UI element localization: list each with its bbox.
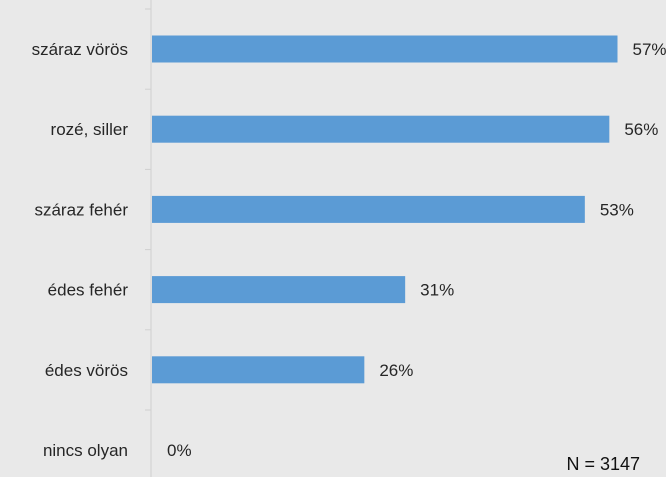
bar [152, 35, 618, 63]
axis-layer [145, 0, 152, 477]
labels-layer: száraz vörös 57% rozé, siller 56% száraz feh… [32, 40, 666, 460]
value-label: 57% [633, 40, 666, 59]
bar [152, 276, 406, 304]
category-label: édes vörös [45, 361, 128, 380]
value-label: 26% [379, 361, 413, 380]
bars-layer [152, 35, 618, 384]
bar [152, 356, 365, 384]
sample-size-label: N = 3147 [566, 454, 640, 474]
bar [152, 195, 585, 223]
category-label: száraz fehér [34, 200, 128, 219]
bar [152, 115, 610, 143]
category-label: nincs olyan [43, 441, 128, 460]
category-label: rozé, siller [51, 120, 129, 139]
value-label: 53% [600, 200, 634, 219]
value-label: 56% [624, 120, 658, 139]
value-label: 31% [420, 281, 454, 300]
category-label: édes fehér [48, 281, 129, 300]
category-label: száraz vörös [32, 40, 128, 59]
value-label: 0% [167, 441, 192, 460]
